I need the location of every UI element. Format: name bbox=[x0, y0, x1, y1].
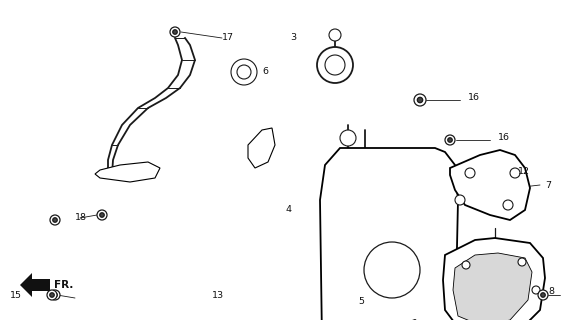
Circle shape bbox=[170, 27, 180, 37]
Circle shape bbox=[538, 290, 548, 300]
Text: 16: 16 bbox=[498, 133, 510, 142]
Circle shape bbox=[47, 290, 57, 300]
Circle shape bbox=[50, 215, 60, 225]
Circle shape bbox=[317, 47, 353, 83]
Text: FR.: FR. bbox=[54, 280, 73, 290]
Circle shape bbox=[465, 168, 475, 178]
Text: 18: 18 bbox=[75, 213, 87, 222]
Text: 6: 6 bbox=[262, 68, 268, 76]
Polygon shape bbox=[95, 162, 160, 182]
Circle shape bbox=[532, 286, 540, 294]
Circle shape bbox=[465, 170, 475, 180]
Text: 5: 5 bbox=[358, 298, 364, 307]
Circle shape bbox=[53, 218, 57, 222]
Polygon shape bbox=[320, 148, 458, 320]
Circle shape bbox=[97, 210, 107, 220]
Circle shape bbox=[325, 55, 345, 75]
Text: 15: 15 bbox=[10, 291, 22, 300]
Text: 4: 4 bbox=[285, 205, 291, 214]
Circle shape bbox=[510, 168, 520, 178]
Circle shape bbox=[329, 29, 341, 41]
Text: 13: 13 bbox=[212, 291, 224, 300]
Polygon shape bbox=[443, 238, 545, 320]
Text: 16: 16 bbox=[468, 93, 480, 102]
Circle shape bbox=[455, 195, 465, 205]
Circle shape bbox=[448, 138, 452, 142]
Circle shape bbox=[468, 173, 472, 177]
Text: 3: 3 bbox=[290, 34, 296, 43]
Circle shape bbox=[237, 65, 251, 79]
Circle shape bbox=[50, 293, 54, 297]
Circle shape bbox=[364, 242, 420, 298]
Circle shape bbox=[417, 97, 423, 103]
Text: 8: 8 bbox=[548, 287, 554, 297]
Text: 12: 12 bbox=[518, 167, 530, 177]
Circle shape bbox=[518, 258, 526, 266]
Polygon shape bbox=[450, 150, 530, 220]
Circle shape bbox=[445, 135, 455, 145]
Circle shape bbox=[50, 290, 60, 300]
Circle shape bbox=[231, 59, 257, 85]
Circle shape bbox=[414, 94, 426, 106]
Circle shape bbox=[462, 261, 470, 269]
Circle shape bbox=[503, 200, 513, 210]
Polygon shape bbox=[20, 273, 50, 297]
Polygon shape bbox=[248, 128, 275, 168]
Circle shape bbox=[100, 213, 104, 217]
Circle shape bbox=[541, 293, 545, 297]
Text: 7: 7 bbox=[545, 180, 551, 189]
Text: 17: 17 bbox=[222, 34, 234, 43]
Circle shape bbox=[340, 130, 356, 146]
Circle shape bbox=[173, 30, 177, 34]
Polygon shape bbox=[453, 253, 532, 320]
Circle shape bbox=[53, 293, 57, 297]
